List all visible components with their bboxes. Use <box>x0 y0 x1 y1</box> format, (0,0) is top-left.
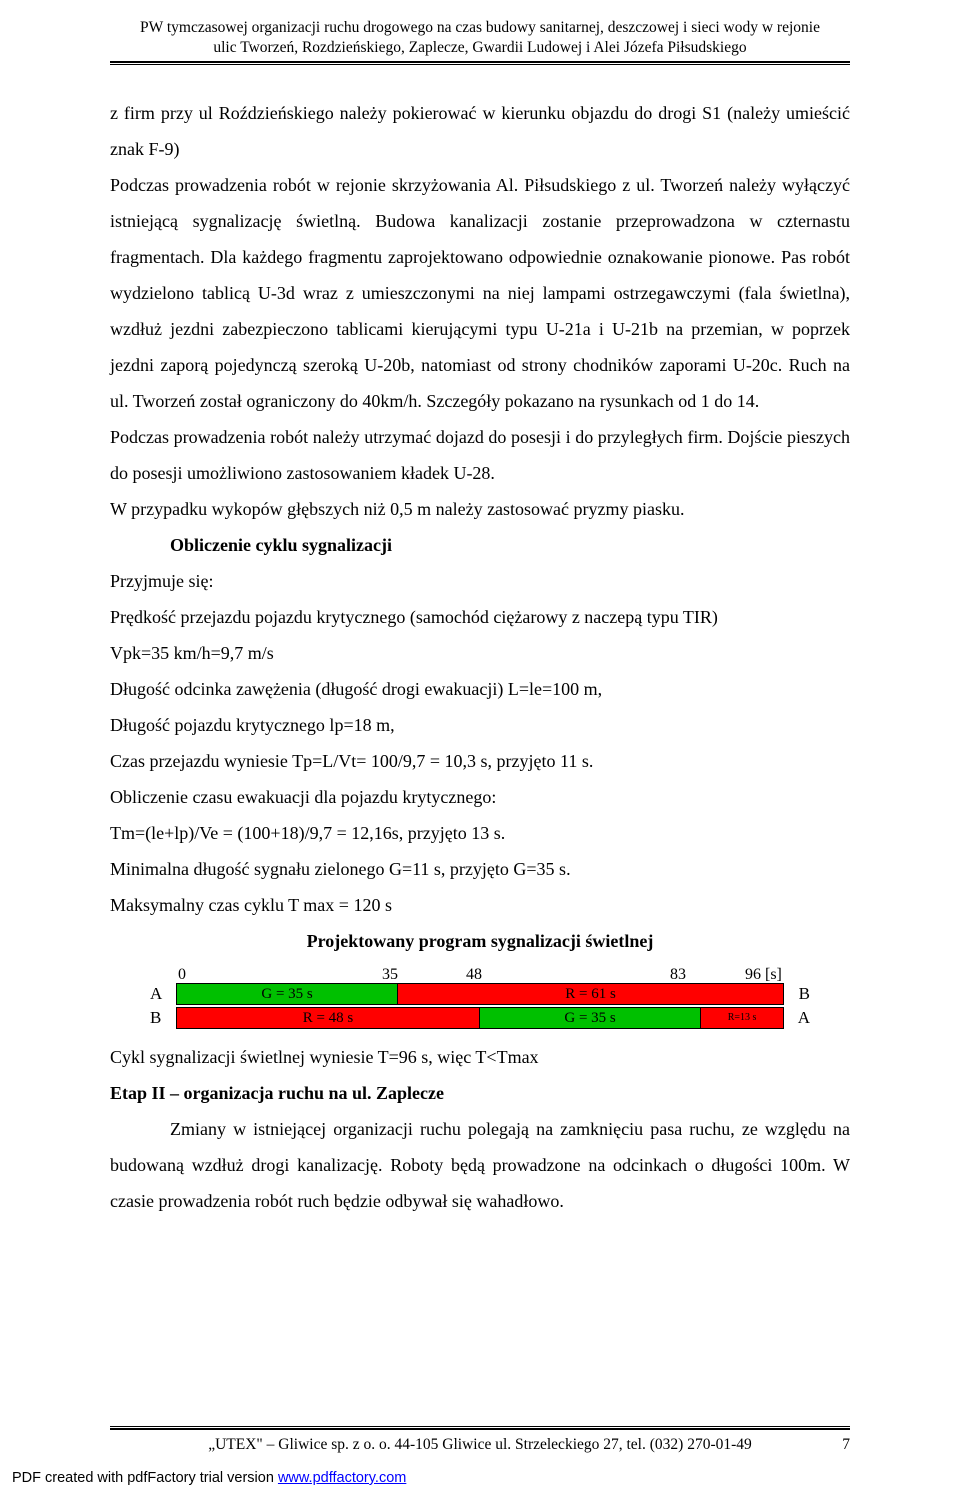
signal-row-b: B R = 48 s G = 35 s R=13 s A <box>150 1007 810 1029</box>
segment-green: G = 35 s <box>480 1008 701 1028</box>
body-paragraph: Minimalna długość sygnału zielonego G=11… <box>110 851 850 887</box>
body-paragraph: Długość odcinka zawężenia (długość drogi… <box>110 671 850 707</box>
body-paragraph: W przypadku wykopów głębszych niż 0,5 m … <box>110 491 850 527</box>
segment-green: G = 35 s <box>177 984 398 1004</box>
row-label-left: B <box>150 1001 176 1035</box>
tick-label: 35 <box>382 959 398 991</box>
body-paragraph: Obliczenie czasu ewakuacji dla pojazdu k… <box>110 779 850 815</box>
body-paragraph: Podczas prowadzenia robót w rejonie skrz… <box>110 167 850 419</box>
body-paragraph: Vpk=35 km/h=9,7 m/s <box>110 635 850 671</box>
tick-label: 83 <box>670 959 686 991</box>
signal-timeline: 0 35 48 83 96 [s] A G = 35 s R = 61 s B … <box>150 959 810 1029</box>
pdf-link[interactable]: www.pdffactory.com <box>278 1470 406 1486</box>
body-paragraph: z firm przy ul Roździeńskiego należy pok… <box>110 95 850 167</box>
segment-red: R = 61 s <box>398 984 783 1004</box>
tick-label: 96 [s] <box>745 959 782 991</box>
footer-rule-thick <box>110 1428 850 1430</box>
cycle-summary: Cykl sygnalizacji świetlnej wyniesie T=9… <box>110 1039 850 1075</box>
tick-label: 48 <box>466 959 482 991</box>
row-label-right: A <box>784 1001 810 1035</box>
footer-text: „UTEX" – Gliwice sp. z o. o. 44-105 Gliw… <box>208 1436 752 1454</box>
calc-title: Obliczenie cyklu sygnalizacji <box>110 527 850 563</box>
etap-heading: Etap II – organizacja ruchu na ul. Zaple… <box>110 1075 850 1111</box>
header-rule-thin <box>110 64 850 65</box>
body-paragraph: Długość pojazdu krytycznego lp=18 m, <box>110 707 850 743</box>
body-paragraph: Podczas prowadzenia robót należy utrzyma… <box>110 419 850 491</box>
header-line-1: PW tymczasowej organizacji ruchu drogowe… <box>110 18 850 38</box>
segment-red-small: R=13 s <box>701 1008 783 1028</box>
header-line-2: ulic Tworzeń, Rozdzieńskiego, Zaplecze, … <box>110 38 850 58</box>
tick-label: 0 <box>178 959 186 991</box>
body-paragraph: Zmiany w istniejącej organizacji ruchu p… <box>110 1111 850 1219</box>
body-paragraph: Przyjmuje się: <box>110 563 850 599</box>
footer-rule-thin <box>110 1426 850 1427</box>
pdf-credit-text: PDF created with pdfFactory trial versio… <box>12 1470 278 1486</box>
body-paragraph: Czas przejazdu wyniesie Tp=L/Vt= 100/9,7… <box>110 743 850 779</box>
body-paragraph: Maksymalny czas cyklu T max = 120 s <box>110 887 850 923</box>
header-rule-thick <box>110 61 850 63</box>
segment-red: R = 48 s <box>177 1008 480 1028</box>
body-paragraph: Tm=(le+lp)/Ve = (100+18)/9,7 = 12,16s, p… <box>110 815 850 851</box>
signal-program-title: Projektowany program sygnalizacji świetl… <box>110 923 850 959</box>
body-paragraph: Prędkość przejazdu pojazdu krytycznego (… <box>110 599 850 635</box>
page-number: 7 <box>842 1436 850 1454</box>
